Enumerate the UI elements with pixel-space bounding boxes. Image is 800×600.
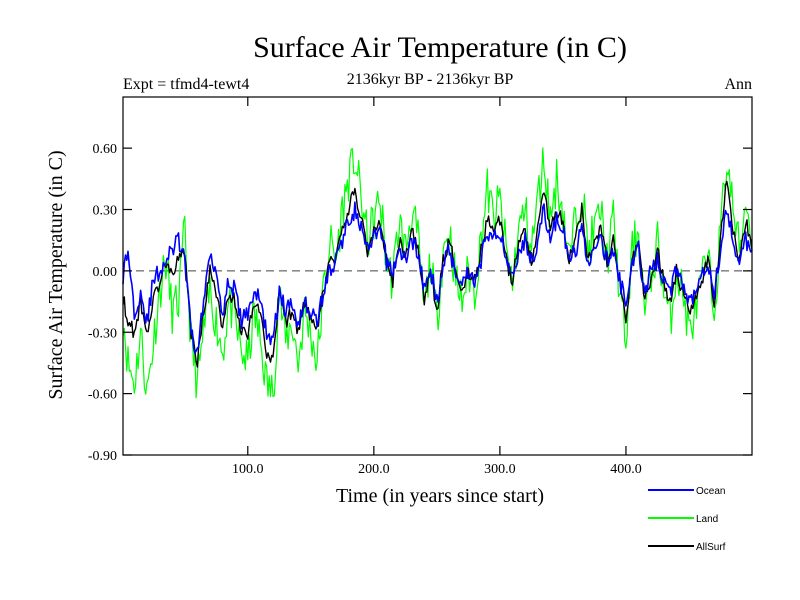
expt-label: Expt = tfmd4-tewt4 [123,76,249,93]
x-tick-label: 300.0 [484,462,516,477]
x-tick-label: 400.0 [610,462,642,477]
chart-subtitle: 2136kyr BP - 2136kyr BP [347,71,514,88]
season-label: Ann [724,76,752,93]
legend-label-allsurf: AllSurf [696,542,726,553]
legend: Ocean Land AllSurf [648,486,726,553]
plot-area: -0.90 -0.60 -0.30 0.00 0.30 0.60 100.0 200.0 300… [88,96,753,477]
series-line-land [122,147,753,399]
y-tick-label: 0.60 [93,142,118,157]
y-tick-label: -0.60 [88,388,117,403]
chart-title: Surface Air Temperature (in C) [253,31,627,64]
y-tick-label: -0.90 [88,449,117,464]
y-tick-label: -0.30 [88,326,117,341]
legend-label-land: Land [696,514,718,525]
y-tick-label: 0.00 [93,265,118,280]
plot-frame [122,96,753,456]
y-tick-label: 0.30 [93,204,118,219]
x-tick-label: 100.0 [232,462,264,477]
legend-label-ocean: Ocean [696,486,725,497]
x-tick-label: 200.0 [358,462,390,477]
y-axis-label: Surface Air Temperature (in C) [45,150,67,399]
series-line-ocean [122,201,753,354]
x-axis-label: Time (in years since start) [336,485,544,507]
